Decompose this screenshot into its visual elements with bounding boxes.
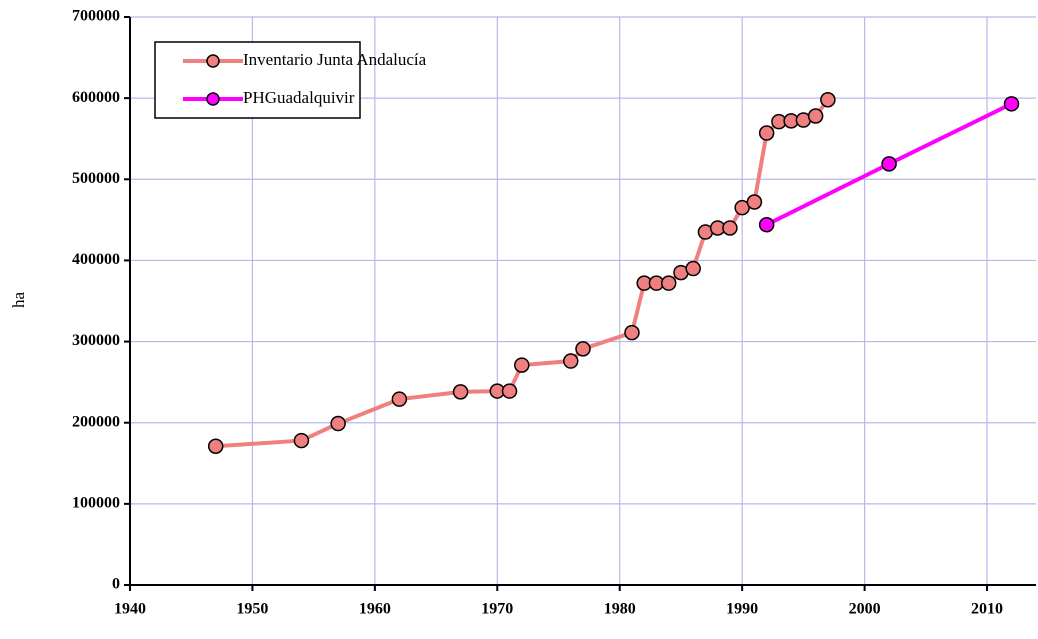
series-line bbox=[215, 98, 830, 449]
data-point bbox=[758, 125, 775, 141]
data-point bbox=[330, 415, 346, 432]
data-point bbox=[563, 353, 579, 369]
data-point bbox=[575, 341, 591, 357]
legend-box bbox=[154, 41, 361, 119]
data-point bbox=[391, 391, 408, 407]
data-point bbox=[207, 438, 224, 454]
data-point bbox=[293, 432, 310, 449]
data-point bbox=[807, 108, 824, 124]
x-tick-label: 1980 bbox=[604, 601, 636, 618]
y-tick-label: 700000 bbox=[72, 8, 120, 25]
data-point bbox=[746, 194, 763, 210]
data-point bbox=[758, 216, 775, 233]
y-tick-label: 0 bbox=[112, 576, 120, 593]
data-point bbox=[501, 383, 518, 399]
data-point bbox=[660, 275, 677, 291]
x-tick-label: 1940 bbox=[114, 601, 146, 618]
x-tick-label: 1990 bbox=[726, 601, 758, 618]
y-tick-label: 600000 bbox=[72, 89, 120, 106]
legend-label: PHGuadalquivir bbox=[243, 88, 355, 107]
data-point bbox=[452, 384, 469, 400]
x-tick-label: 2000 bbox=[849, 601, 881, 618]
data-point bbox=[685, 260, 701, 277]
data-point bbox=[881, 156, 897, 172]
x-tick-label: 1950 bbox=[236, 601, 268, 618]
x-tick-label: 2010 bbox=[971, 601, 1003, 618]
data-point bbox=[624, 324, 640, 341]
y-axis-label: ha bbox=[9, 292, 28, 309]
y-tick-label: 400000 bbox=[72, 251, 120, 268]
y-tick-label: 300000 bbox=[72, 332, 120, 349]
y-tick-label: 500000 bbox=[72, 170, 120, 187]
legend-label: Inventario Junta Andalucía bbox=[243, 50, 427, 69]
data-point bbox=[722, 220, 738, 236]
x-tick-label: 1960 bbox=[359, 601, 391, 618]
legend-marker bbox=[206, 92, 220, 106]
data-point bbox=[1003, 96, 1020, 112]
y-tick-label: 200000 bbox=[72, 413, 120, 430]
legend-marker bbox=[206, 54, 220, 68]
data-point bbox=[514, 357, 530, 373]
x-tick-label: 1970 bbox=[481, 601, 513, 618]
data-point bbox=[820, 92, 836, 108]
y-tick-label: 100000 bbox=[72, 495, 120, 512]
